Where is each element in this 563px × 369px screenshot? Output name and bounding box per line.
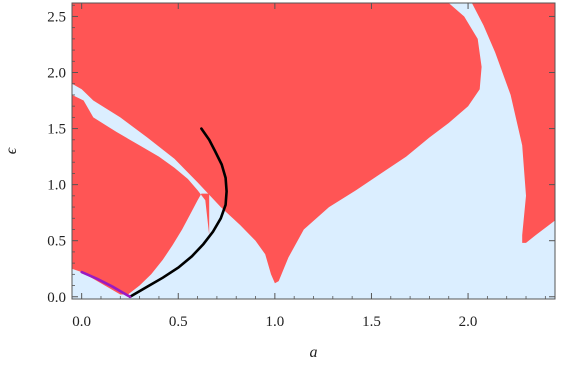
curve-1 — [128, 127, 228, 299]
x-tick-label: 1.0 — [265, 314, 284, 330]
x-axis-label: a — [310, 344, 318, 361]
curve-2 — [80, 270, 132, 299]
x-tick-label: 0.0 — [72, 314, 91, 330]
axes-layer: 0.0 0.5 1.0 1.5 2.0 0.0 0.5 1.0 1.5 2.0 2.5 — [47, 2, 556, 330]
y-tick-label: 0.5 — [47, 234, 66, 250]
y-axis-label: ϵ — [3, 147, 20, 154]
y-tick-label: 1.0 — [47, 178, 66, 194]
region-upper-left-wedge — [72, 3, 482, 284]
y-tick-label: 1.5 — [47, 122, 66, 138]
y-tick-label: 2.5 — [47, 9, 66, 25]
x-tick-label: 1.5 — [362, 314, 381, 330]
x-tick-label: 2.0 — [459, 314, 478, 330]
y-tick-label: 2.0 — [47, 66, 66, 82]
y-tick-label: 0.0 — [47, 290, 66, 306]
x-tick-label: 0.5 — [169, 314, 188, 330]
region-right-band — [471, 3, 555, 243]
region-left-lobe — [72, 94, 210, 295]
curve-layer — [80, 127, 228, 299]
region-layer — [72, 3, 555, 299]
